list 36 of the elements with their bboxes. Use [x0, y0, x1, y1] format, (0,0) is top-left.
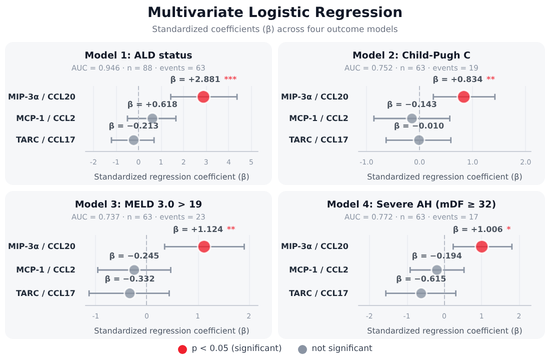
chart-title: Model 2: Child-Pugh C [352, 50, 471, 62]
data-label: β = −0.143 [386, 100, 437, 109]
chart-title: Model 3: MELD 3.0 > 19 [74, 200, 202, 210]
y-tick-label: MCP-1 / CCL2 [16, 266, 76, 274]
data-label: β = −0.213 [108, 121, 159, 130]
y-tick-label: MIP-3α / CCL20 [280, 242, 349, 252]
chart-title: Model 1: ALD status [84, 50, 193, 62]
x-axis-title: Standardized regression coefficient (β) [94, 326, 250, 336]
x-axis-title: Standardized regression coefficient (β) [367, 172, 522, 182]
y-tick-label: MIP-3α / CCL20 [8, 92, 76, 102]
data-label: β = −0.194 [412, 251, 462, 260]
y-tick-label: TARC / CCL17 [288, 288, 349, 298]
y-tick-label: TARC / CCL17 [16, 288, 76, 298]
legend-label: p < 0.05 (significant) [192, 344, 282, 354]
y-tick-label: MCP-1 / CCL2 [16, 114, 76, 123]
data-label: β = −0.245 [109, 251, 160, 260]
data-label: β = +1.124 ** [173, 224, 236, 234]
text: Multivariate Logistic Regression [146, 5, 404, 21]
data-label: β = −0.615 [396, 274, 447, 284]
data-label: β = +0.618 [127, 100, 178, 109]
data-label: β = −0.010 [394, 121, 444, 130]
data-label: β = +2.881 *** [170, 75, 238, 84]
y-tick-label: TARC / CCL17 [16, 136, 76, 145]
x-axis-title: Standardized regression coefficient (β) [367, 326, 522, 336]
data-label: β = +1.006 * [452, 224, 512, 234]
y-tick-label: MCP-1 / CCL2 [289, 114, 349, 123]
y-tick-label: TARC / CCL17 [288, 136, 349, 145]
data-label: β = −0.332 [104, 274, 155, 284]
y-tick-label: MIP-3α / CCL20 [8, 242, 76, 252]
data-label: β = +0.834 ** [432, 75, 496, 84]
chart-title: Model 4: Severe AH (mDF ≥ 32) [326, 200, 496, 210]
text: Standardized coefficients (β) across four outcome models [151, 25, 399, 35]
y-tick-label: MIP-3α / CCL20 [280, 92, 349, 102]
y-tick-label: MCP-1 / CCL2 [289, 266, 349, 274]
x-axis-title: Standardized regression coefficient (β) [94, 172, 250, 182]
legend-label: not significant [312, 344, 372, 354]
